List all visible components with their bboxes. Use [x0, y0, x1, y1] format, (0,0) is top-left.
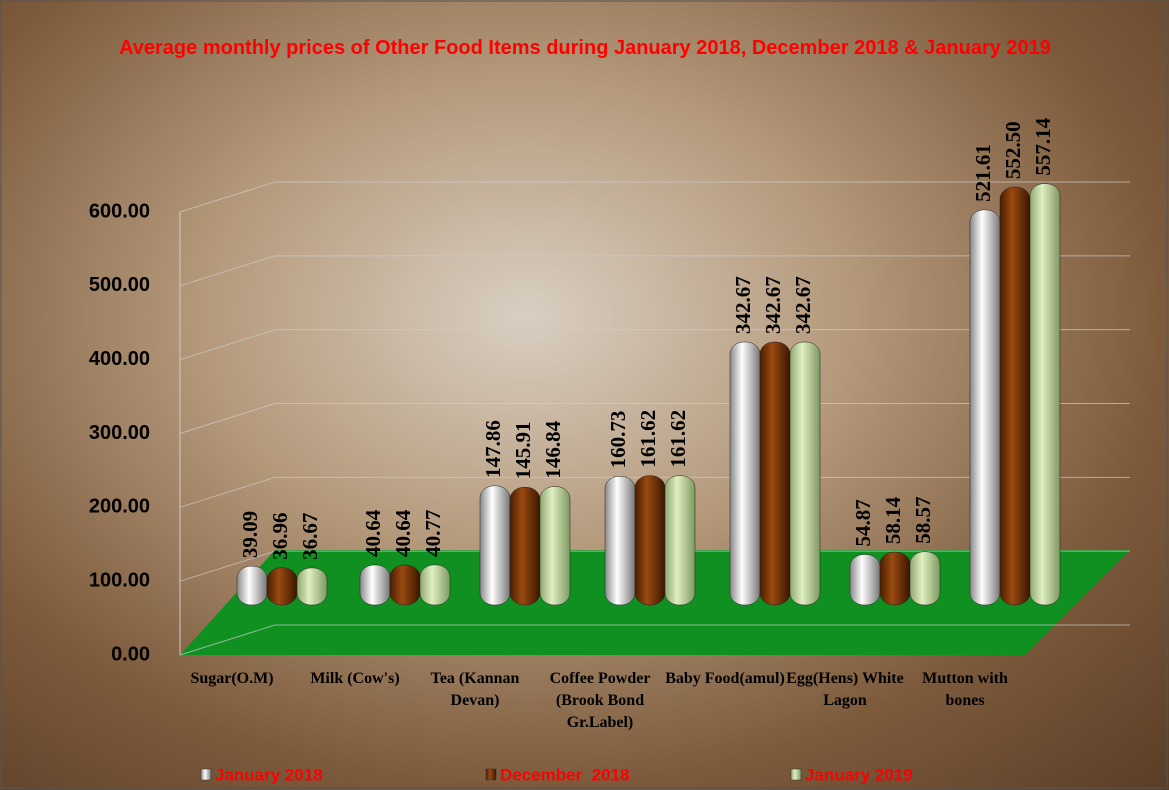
value-label: 145.91	[511, 422, 535, 480]
value-label: 342.67	[761, 276, 785, 334]
legend-label: January 2019	[805, 765, 913, 784]
value-label: 54.87	[851, 499, 875, 546]
y-tick-label: 100.00	[89, 569, 150, 591]
x-tick-label: Coffee Powder (Brook Bond Gr.Label)	[549, 670, 651, 731]
legend-swatch	[485, 768, 497, 781]
value-label: 147.86	[481, 420, 505, 478]
grid-line	[179, 329, 276, 361]
y-tick-label: 400.00	[89, 348, 150, 370]
value-label: 342.67	[731, 276, 755, 334]
legend-label: December 2018	[500, 765, 629, 784]
value-label: 557.14	[1031, 117, 1055, 175]
x-tick-label: Mutton with bones	[922, 670, 1008, 709]
bar	[729, 341, 761, 606]
grid-line	[179, 255, 276, 287]
bar	[539, 486, 571, 606]
bar	[999, 186, 1031, 606]
value-label: 39.09	[238, 511, 262, 558]
bar	[389, 564, 421, 606]
chart-title: Average monthly prices of Other Food Ite…	[119, 37, 1051, 59]
legend-label: January 2018	[215, 765, 323, 784]
value-label: 161.62	[636, 410, 660, 468]
bar	[296, 567, 328, 606]
value-label: 146.84	[541, 420, 565, 478]
value-label: 40.64	[361, 509, 385, 557]
grid-line	[179, 403, 276, 434]
bar	[664, 475, 696, 606]
x-tick-label: Tea (Kannan Devan)	[430, 670, 520, 709]
x-tick-label: Egg(Hens) White Lagon	[786, 670, 904, 709]
y-tick-label: 0.00	[111, 643, 150, 665]
value-label: 58.14	[881, 496, 905, 544]
value-label: 552.50	[1001, 121, 1025, 179]
value-label: 58.57	[911, 497, 935, 544]
value-label: 160.73	[606, 411, 630, 469]
bar	[879, 551, 911, 606]
y-tick-label: 200.00	[89, 496, 150, 518]
bar	[849, 554, 881, 606]
value-label: 161.62	[666, 410, 690, 468]
grid-line	[179, 550, 276, 582]
y-tick-label: 300.00	[89, 422, 150, 444]
x-tick-label: Baby Food(amul)	[665, 670, 785, 687]
bar	[359, 564, 391, 606]
bar	[509, 487, 541, 606]
grid-line	[179, 476, 276, 508]
value-label: 521.61	[971, 144, 995, 202]
bar	[604, 476, 636, 606]
bar	[1029, 183, 1061, 606]
x-tick-label: Sugar(O.M)	[190, 670, 274, 687]
value-label: 40.77	[421, 510, 445, 557]
bar	[419, 564, 451, 606]
value-label: 36.67	[298, 513, 322, 560]
y-tick-label: 500.00	[89, 274, 150, 296]
bar	[759, 341, 791, 606]
y-tick-label: 600.00	[89, 200, 150, 222]
bar	[634, 475, 666, 606]
x-tick-label: Milk (Cow's)	[310, 670, 400, 687]
value-label: 40.64	[391, 509, 415, 557]
value-label: 36.96	[268, 512, 292, 559]
bar	[789, 341, 821, 606]
bar	[479, 485, 511, 606]
bar	[236, 565, 268, 606]
legend-swatch	[200, 768, 212, 781]
value-label: 342.67	[791, 276, 815, 334]
grid-line	[179, 181, 276, 213]
grid-line	[179, 624, 276, 656]
bar	[266, 567, 298, 606]
bar	[969, 209, 1001, 606]
legend-swatch	[790, 768, 802, 781]
bar	[909, 551, 941, 606]
